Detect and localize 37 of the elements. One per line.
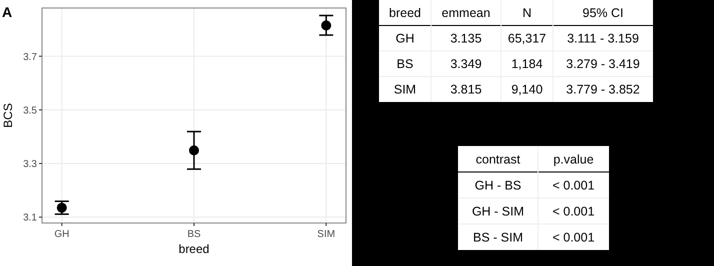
text: 9,140 — [511, 82, 543, 97]
point — [189, 145, 199, 156]
text: N — [522, 6, 532, 20]
text: GH — [396, 32, 414, 46]
text: p.value — [553, 152, 594, 166]
text: BS — [396, 57, 414, 72]
text: < 0.001 — [552, 230, 595, 244]
text: 3.349 — [450, 57, 482, 72]
text: 1,184 — [511, 57, 543, 72]
x-tick-label: SIM — [317, 229, 336, 240]
text: contrast — [476, 152, 521, 166]
text: 65,317 — [508, 32, 546, 46]
text: 3.779 - 3.852 — [566, 82, 640, 97]
text: < 0.001 — [552, 178, 595, 192]
x-axis-title: breed — [178, 242, 210, 256]
text: BS - SIM — [472, 230, 524, 244]
text: 3.111 - 3.159 — [567, 32, 639, 46]
x-tick-label: BS — [187, 229, 201, 240]
y-axis-title: BCS — [1, 103, 15, 128]
text: GH - SIM — [472, 204, 524, 218]
y-tick-label: 3.5 — [23, 105, 38, 116]
text: 3.135 — [450, 32, 482, 46]
text: breed — [389, 6, 422, 20]
text: emmean — [442, 6, 490, 20]
text: 3.815 — [450, 82, 482, 97]
y-tick-label: 3.1 — [23, 212, 38, 224]
text: 95% CI — [582, 6, 624, 20]
x-tick-label: GH — [54, 229, 70, 240]
text: SIM — [394, 82, 416, 97]
y-tick-label: 3.7 — [23, 52, 38, 63]
point — [56, 202, 67, 213]
text: GH - BS — [474, 178, 522, 192]
chart-title: A — [2, 4, 12, 20]
y-tick-label: 3.3 — [23, 158, 38, 170]
text: < 0.001 — [552, 204, 595, 218]
point — [321, 20, 332, 30]
text: 3.279 - 3.419 — [566, 57, 640, 72]
